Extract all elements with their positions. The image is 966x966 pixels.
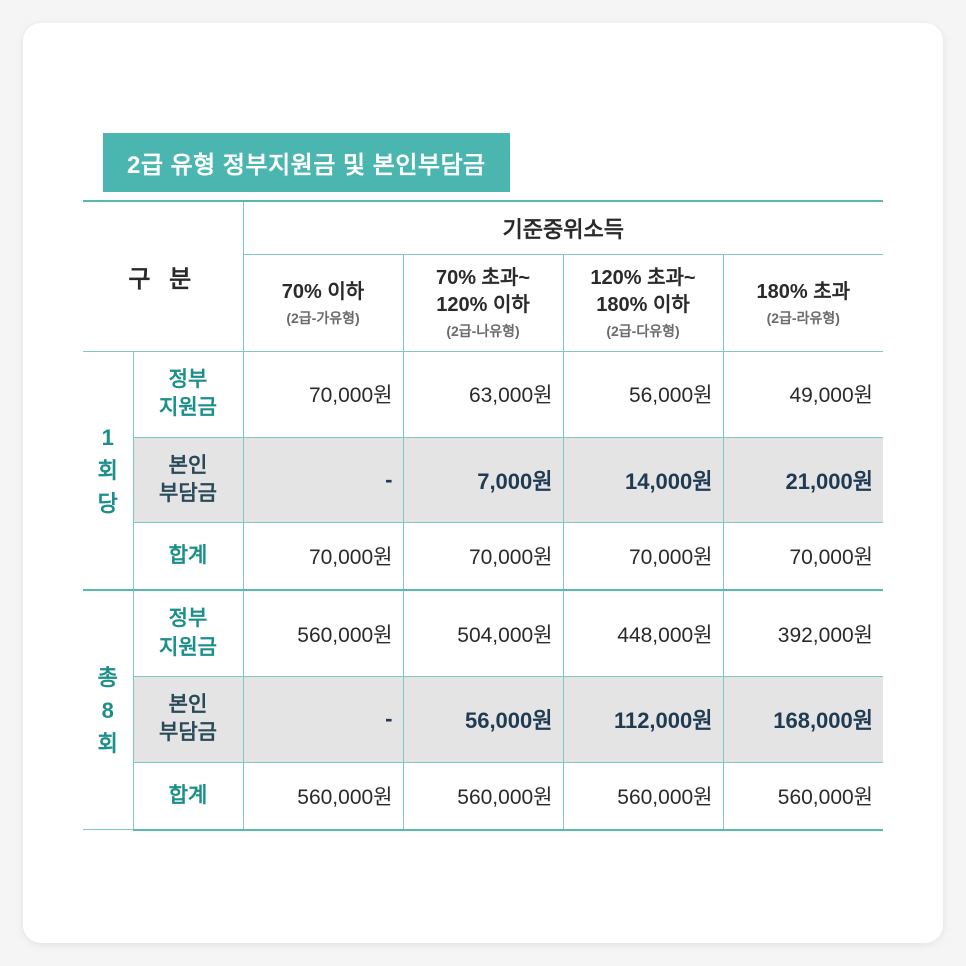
- table-body: 1회당 정부지원금 70,000원 63,000원 56,000원 49,000…: [83, 352, 883, 830]
- cell: 70,000원: [403, 523, 563, 591]
- row-label: 합계: [133, 523, 243, 591]
- header-col-3: 180% 초과 (2급-라유형): [723, 255, 883, 352]
- cell: 21,000원: [723, 437, 883, 523]
- header-col-sub: (2급-라유형): [730, 308, 878, 328]
- row-label: 본인부담금: [133, 437, 243, 523]
- table-row: 총8회 정부지원금 560,000원 504,000원 448,000원 392…: [83, 590, 883, 676]
- subsidy-table: 구 분 기준중위소득 70% 이하 (2급-가유형) 70% 초과~120% 이…: [83, 200, 883, 831]
- header-col-sub: (2급-가유형): [250, 308, 397, 328]
- cell: 560,000원: [403, 762, 563, 830]
- header-col-main: 180% 초과: [730, 279, 878, 306]
- table-row: 1회당 정부지원금 70,000원 63,000원 56,000원 49,000…: [83, 352, 883, 438]
- cell: 560,000원: [243, 590, 403, 676]
- table-row: 본인부담금 - 7,000원 14,000원 21,000원: [83, 437, 883, 523]
- cell: 560,000원: [563, 762, 723, 830]
- card: 2급 유형 정부지원금 및 본인부담금 구 분 기준중위소득 70% 이하 (2…: [23, 23, 943, 943]
- cell: -: [243, 677, 403, 763]
- row-label: 합계: [133, 762, 243, 830]
- row-group-label: 1회당: [83, 352, 133, 591]
- cell: 56,000원: [403, 677, 563, 763]
- table-row: 본인부담금 - 56,000원 112,000원 168,000원: [83, 677, 883, 763]
- header-income-group: 기준중위소득: [243, 201, 883, 255]
- table-head: 구 분 기준중위소득 70% 이하 (2급-가유형) 70% 초과~120% 이…: [83, 201, 883, 352]
- row-label: 본인부담금: [133, 677, 243, 763]
- header-gubun: 구 분: [83, 201, 243, 352]
- cell: 168,000원: [723, 677, 883, 763]
- header-col-sub: (2급-나유형): [410, 321, 557, 341]
- cell: 70,000원: [243, 352, 403, 438]
- cell: 504,000원: [403, 590, 563, 676]
- row-label: 정부지원금: [133, 590, 243, 676]
- header-col-main: 70% 이하: [250, 279, 397, 306]
- table-row: 합계 70,000원 70,000원 70,000원 70,000원: [83, 523, 883, 591]
- cell: 14,000원: [563, 437, 723, 523]
- cell: 560,000원: [723, 762, 883, 830]
- header-col-main: 120% 초과~180% 이하: [570, 265, 717, 319]
- cell: 56,000원: [563, 352, 723, 438]
- header-col-main: 70% 초과~120% 이하: [410, 265, 557, 319]
- cell: 70,000원: [723, 523, 883, 591]
- cell: 112,000원: [563, 677, 723, 763]
- header-col-1: 70% 초과~120% 이하 (2급-나유형): [403, 255, 563, 352]
- cell: 448,000원: [563, 590, 723, 676]
- header-col-2: 120% 초과~180% 이하 (2급-다유형): [563, 255, 723, 352]
- title-bar: 2급 유형 정부지원금 및 본인부담금: [103, 133, 510, 192]
- row-label: 정부지원금: [133, 352, 243, 438]
- cell: 49,000원: [723, 352, 883, 438]
- cell: 63,000원: [403, 352, 563, 438]
- cell: 70,000원: [563, 523, 723, 591]
- row-group-label: 총8회: [83, 590, 133, 829]
- cell: 560,000원: [243, 762, 403, 830]
- cell: 392,000원: [723, 590, 883, 676]
- cell: 7,000원: [403, 437, 563, 523]
- cell: -: [243, 437, 403, 523]
- table-row: 합계 560,000원 560,000원 560,000원 560,000원: [83, 762, 883, 830]
- header-col-0: 70% 이하 (2급-가유형): [243, 255, 403, 352]
- header-col-sub: (2급-다유형): [570, 321, 717, 341]
- cell: 70,000원: [243, 523, 403, 591]
